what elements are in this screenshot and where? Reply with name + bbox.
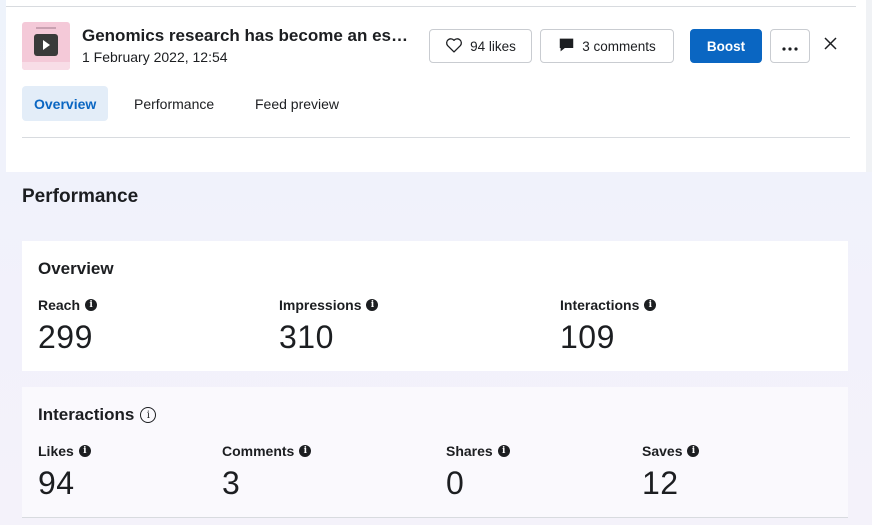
comments-label: 3 comments bbox=[582, 38, 656, 54]
close-button[interactable] bbox=[820, 34, 840, 58]
info-icon[interactable]: i bbox=[85, 299, 98, 311]
metric-reach: Reach i 299 bbox=[38, 297, 98, 356]
metric-value: 12 bbox=[642, 465, 679, 501]
metric-label: Impressions bbox=[279, 297, 362, 313]
post-header: Genomics research has become an es… 1 Fe… bbox=[6, 0, 866, 172]
info-icon[interactable]: i bbox=[644, 299, 657, 311]
metric-shares: Shares i 0 bbox=[446, 443, 510, 502]
metric-value: 94 bbox=[38, 465, 75, 501]
metric-label: Comments bbox=[222, 443, 295, 459]
video-play-icon bbox=[34, 34, 58, 56]
post-title: Genomics research has become an es… bbox=[82, 26, 408, 45]
comment-bubble-icon bbox=[558, 37, 575, 56]
metric-value: 310 bbox=[279, 319, 334, 355]
divider bbox=[6, 6, 856, 7]
heart-icon bbox=[445, 37, 463, 56]
overview-card-title: Overview bbox=[38, 259, 114, 278]
divider bbox=[22, 517, 848, 518]
post-thumbnail bbox=[22, 22, 70, 70]
tab-performance[interactable]: Performance bbox=[134, 95, 215, 112]
more-dots-icon bbox=[782, 39, 798, 54]
scrollbar-gutter bbox=[866, 0, 872, 172]
metric-label: Interactions bbox=[560, 297, 640, 313]
info-icon[interactable]: i bbox=[366, 299, 379, 311]
info-icon[interactable]: i bbox=[140, 407, 157, 423]
metric-label: Likes bbox=[38, 443, 74, 459]
overview-card: Overview Reach i 299 Impressions i 310 I… bbox=[22, 241, 848, 371]
info-icon[interactable]: i bbox=[78, 445, 91, 457]
metric-interactions: Interactions i 109 bbox=[560, 297, 657, 356]
comments-button[interactable]: 3 comments bbox=[540, 29, 674, 63]
likes-button[interactable]: 94 likes bbox=[429, 29, 532, 63]
metric-value: 299 bbox=[38, 319, 93, 355]
tab-feed-preview[interactable]: Feed preview bbox=[255, 95, 340, 112]
more-options-button[interactable] bbox=[770, 29, 810, 63]
info-icon[interactable]: i bbox=[687, 445, 700, 457]
metric-value: 109 bbox=[560, 319, 615, 355]
metric-label: Shares bbox=[446, 443, 493, 459]
tab-overview[interactable]: Overview bbox=[22, 86, 109, 121]
metric-value: 3 bbox=[222, 465, 241, 501]
metric-label: Reach bbox=[38, 297, 81, 313]
info-icon[interactable]: i bbox=[497, 445, 510, 457]
interactions-card: Interactions i Likes i 94 Comments i 3 S… bbox=[22, 387, 848, 518]
metric-value: 0 bbox=[446, 465, 465, 501]
metric-likes: Likes i 94 bbox=[38, 443, 91, 502]
boost-button[interactable]: Boost bbox=[690, 29, 762, 63]
tabs-divider bbox=[22, 137, 850, 138]
metric-label: Saves bbox=[642, 443, 683, 459]
post-date: 1 February 2022, 12:54 bbox=[82, 49, 228, 65]
metric-impressions: Impressions i 310 bbox=[279, 297, 379, 356]
metric-saves: Saves i 12 bbox=[642, 443, 700, 502]
likes-label: 94 likes bbox=[470, 38, 516, 54]
info-icon[interactable]: i bbox=[299, 445, 312, 457]
metric-comments: Comments i 3 bbox=[222, 443, 312, 502]
close-icon bbox=[823, 37, 837, 55]
section-title: Performance bbox=[22, 186, 139, 207]
interactions-card-title: Interactions i bbox=[38, 405, 157, 425]
